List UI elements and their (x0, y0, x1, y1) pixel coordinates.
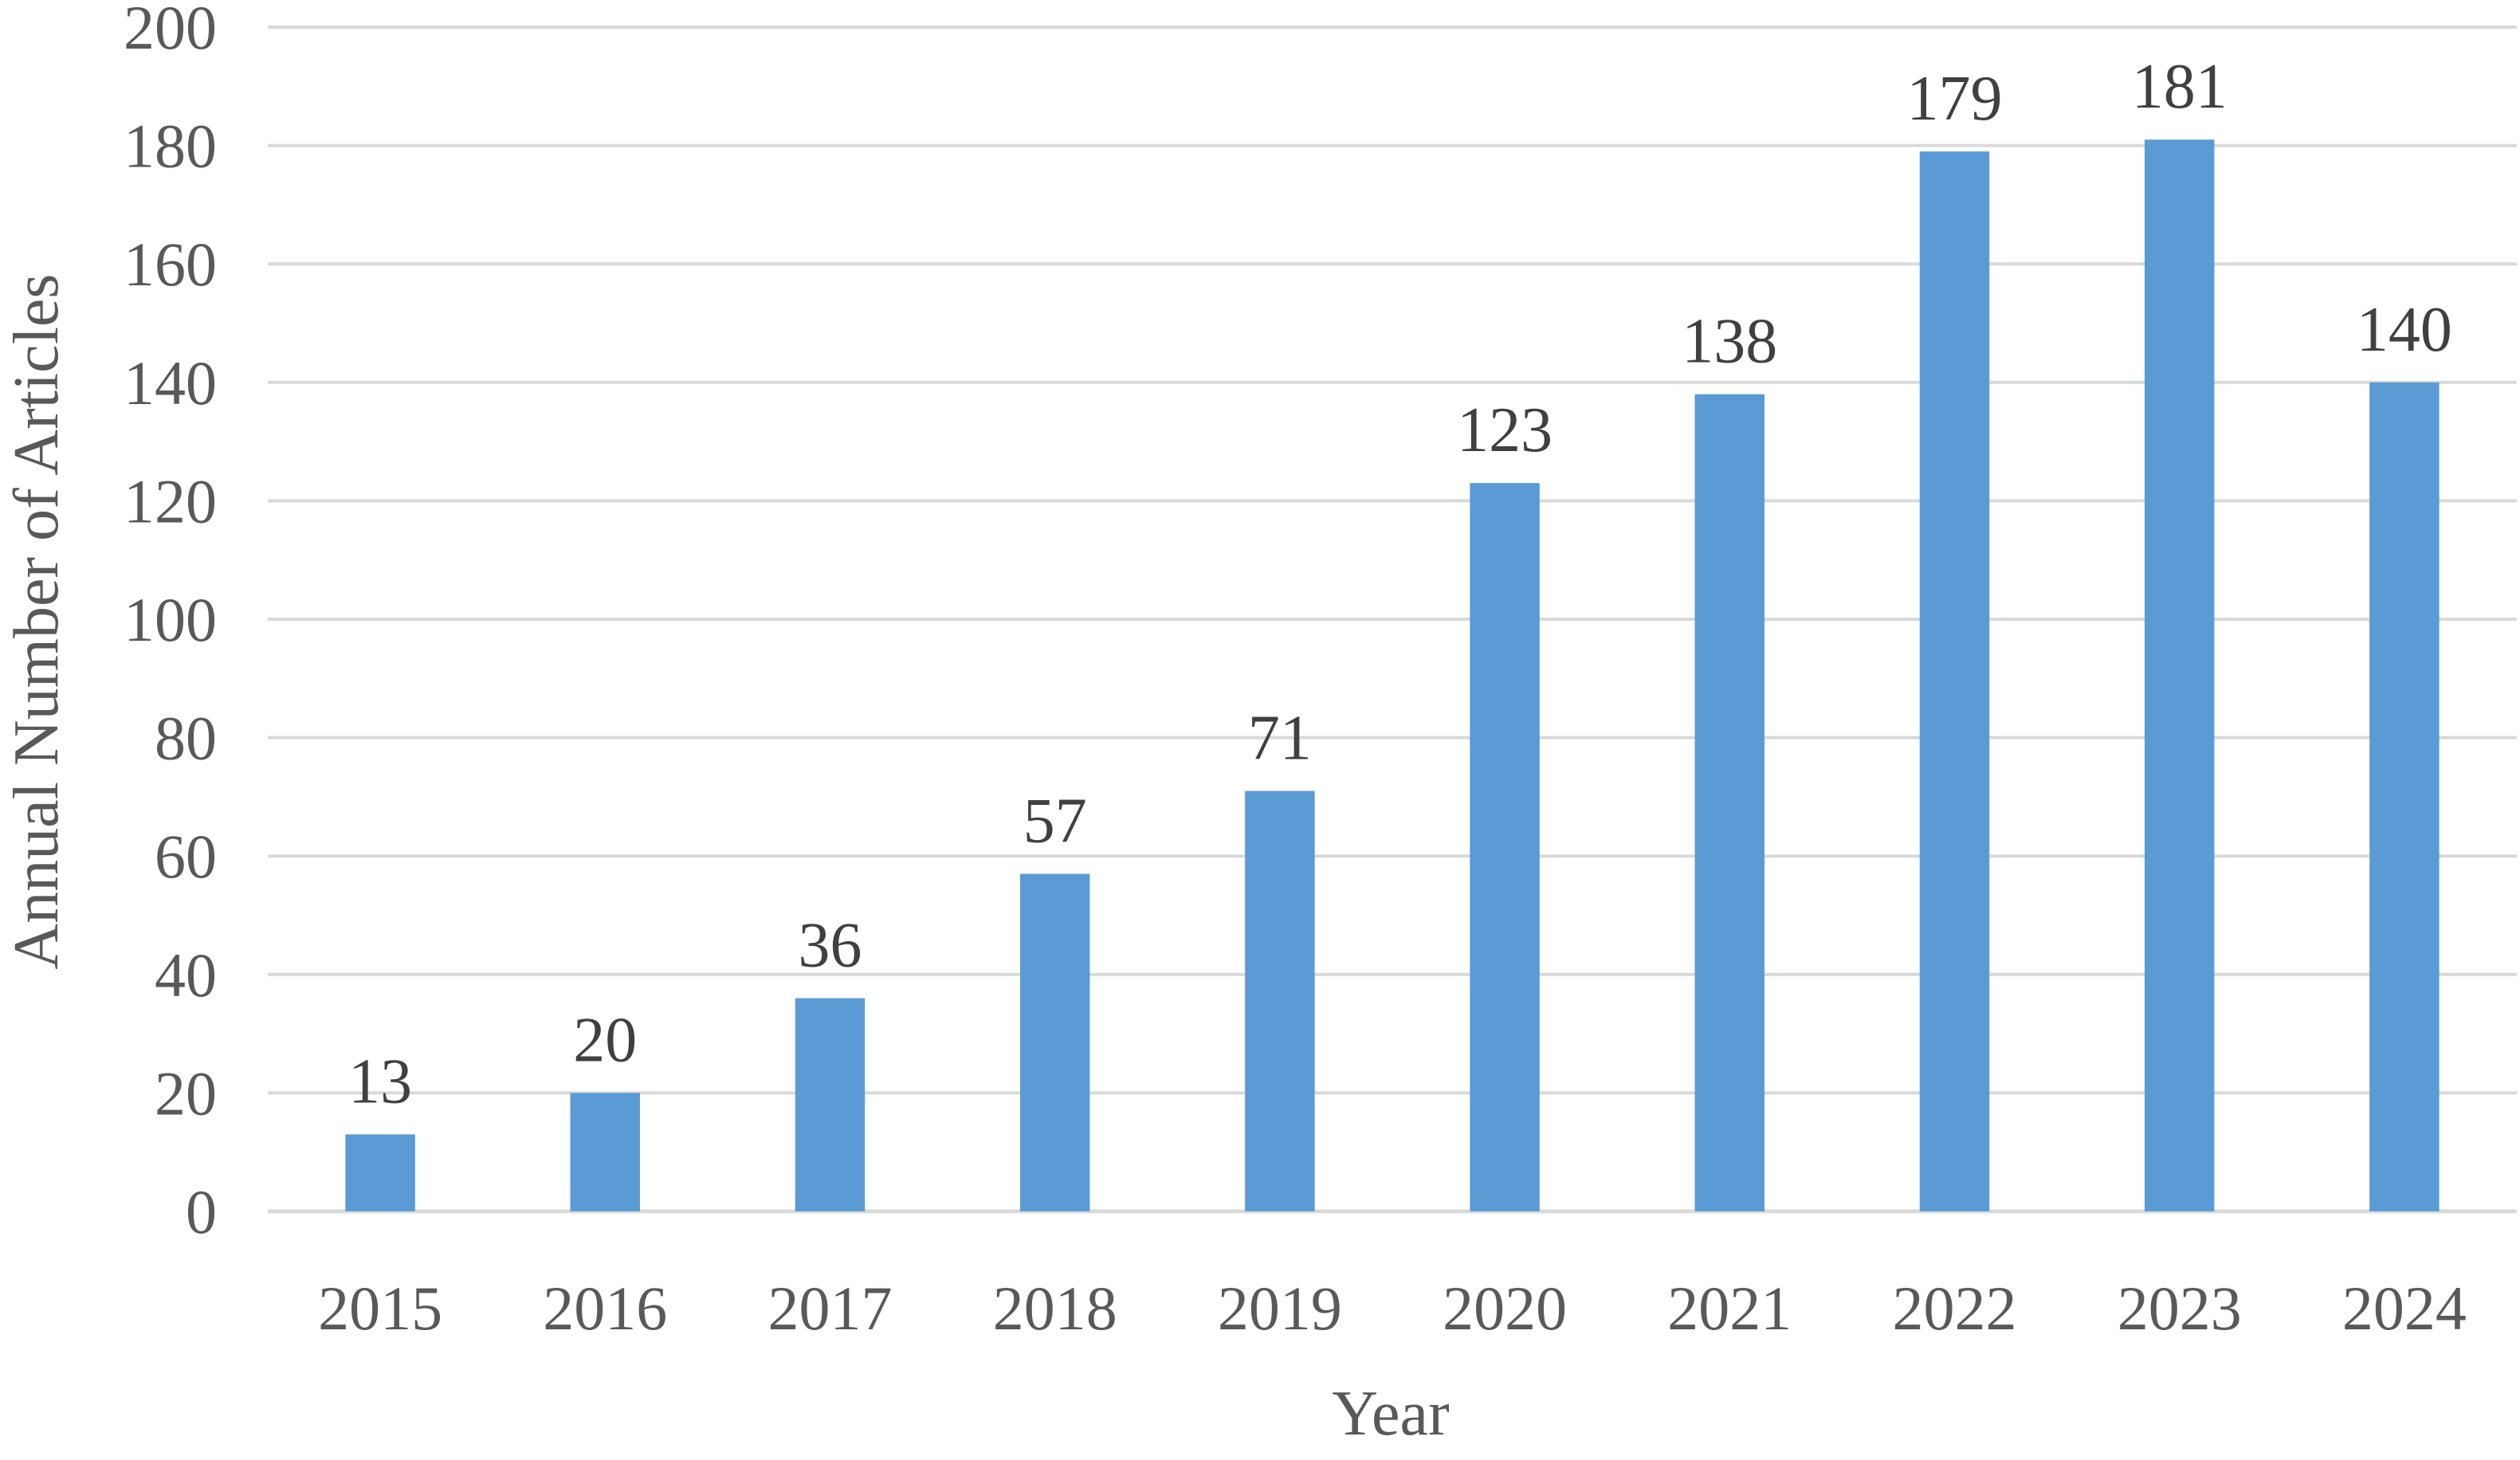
x-tick-label-2024: 2024 (2342, 1274, 2467, 1343)
y-tick-label: 180 (124, 112, 217, 181)
data-label-2023: 181 (2132, 52, 2228, 122)
y-axis-ticks: 0 20 40 60 80 100 120 140 160 180 200 (124, 0, 217, 1246)
data-labels: 13 20 36 57 71 123 138 179 181 140 (348, 52, 2452, 1117)
x-tick-label-2016: 2016 (543, 1274, 667, 1343)
bar-2019 (1245, 791, 1315, 1211)
data-label-2021: 138 (1682, 307, 1777, 377)
data-label-2024: 140 (2357, 295, 2452, 365)
x-tick-label-2018: 2018 (993, 1274, 1117, 1343)
bar-2015 (345, 1134, 415, 1211)
x-tick-label-2017: 2017 (768, 1274, 893, 1343)
x-tick-label-2023: 2023 (2118, 1274, 2242, 1343)
bar-2017 (795, 998, 866, 1211)
y-tick-label: 0 (186, 1177, 217, 1246)
y-tick-label: 60 (155, 822, 217, 891)
data-label-2017: 36 (799, 911, 862, 981)
y-tick-label: 80 (155, 704, 217, 773)
data-label-2019: 71 (1248, 703, 1312, 773)
bar-2020 (1470, 483, 1540, 1211)
y-tick-label: 200 (124, 0, 217, 62)
y-tick-label: 140 (124, 348, 217, 418)
bar-2016 (570, 1093, 641, 1211)
x-axis-title: Year (1332, 1379, 1449, 1449)
x-tick-label-2022: 2022 (1893, 1274, 2017, 1343)
y-tick-label: 20 (155, 1058, 217, 1128)
bars (345, 139, 2440, 1211)
x-axis-ticks: 2015 2016 2017 2018 2019 2020 2021 2022 2023 2024 (318, 1274, 2467, 1343)
y-tick-label: 40 (155, 940, 217, 1010)
x-tick-label-2020: 2020 (1443, 1274, 1567, 1343)
y-tick-label: 100 (124, 585, 217, 654)
data-label-2022: 179 (1907, 64, 2003, 134)
bar-2023 (2144, 139, 2215, 1211)
x-tick-label-2021: 2021 (1667, 1274, 1792, 1343)
gridlines (268, 26, 2517, 1214)
x-tick-label-2015: 2015 (318, 1274, 442, 1343)
y-tick-label: 160 (124, 230, 217, 299)
data-label-2015: 13 (348, 1046, 412, 1117)
data-label-2018: 57 (1023, 786, 1087, 856)
data-label-2020: 123 (1457, 395, 1552, 465)
bar-2021 (1694, 394, 1765, 1211)
bar-2024 (2369, 382, 2440, 1211)
y-axis-title: Annual Number of Articles (2, 273, 72, 969)
bar-2022 (1919, 151, 1990, 1211)
bar-2018 (1019, 873, 1090, 1211)
y-tick-label: 120 (124, 466, 217, 536)
data-label-2016: 20 (573, 1005, 637, 1075)
x-tick-label-2019: 2019 (1218, 1274, 1342, 1343)
